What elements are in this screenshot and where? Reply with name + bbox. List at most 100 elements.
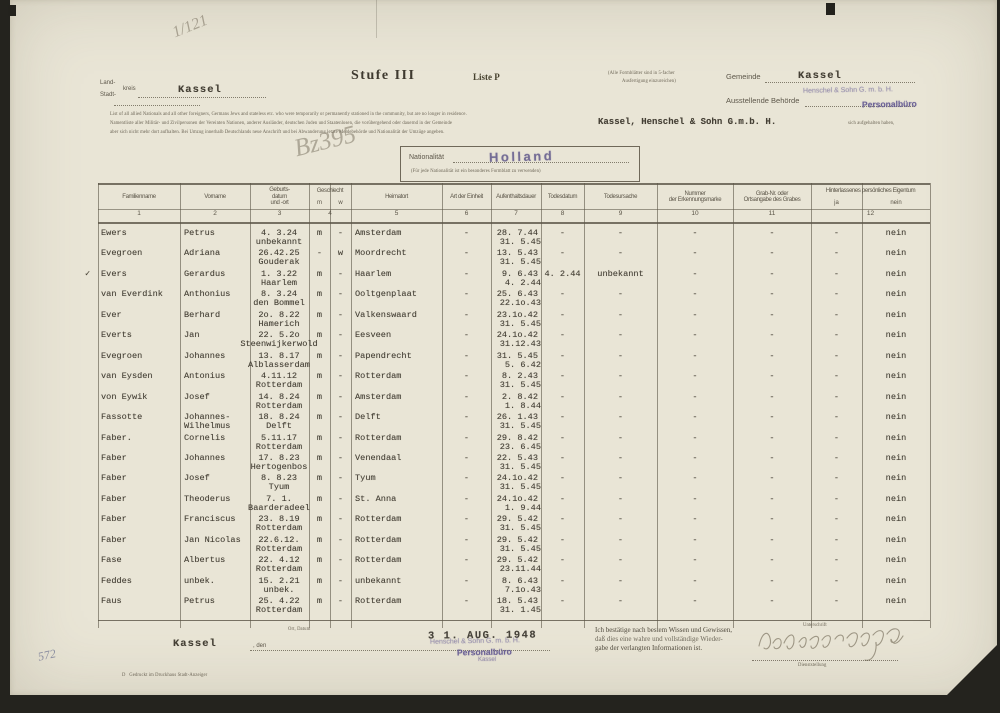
cell-heim: Rotterdam (355, 432, 402, 443)
nationality-value-stamp: Holland (488, 148, 555, 165)
cell-eja: - (833, 330, 840, 341)
intro-line2: Namentliste aller Militär- und Zivilpers… (110, 120, 453, 126)
cell-fam: Faus (101, 596, 122, 607)
table-row: Fassotte Johannes- Wilhelmus 18. 8.24 Delft m… (98, 413, 930, 434)
cell-stay1: 31. 5.45 (496, 350, 538, 361)
cell-grab: - (769, 289, 775, 300)
cell-stay2: 31. 5.45 (499, 237, 541, 247)
cell-stay2: 23. 6.45 (499, 441, 541, 452)
cell-grab: - (769, 228, 775, 238)
grid-vline (250, 183, 251, 628)
column-number: 3 (277, 210, 282, 217)
cell-enein: nein (885, 555, 907, 566)
cell-turs: - (617, 391, 624, 402)
cell-m: m (316, 452, 323, 463)
table-bottom-border (98, 620, 930, 621)
cell-fam: von Eywik (101, 391, 148, 402)
gemeinde-label: Gemeinde (726, 72, 761, 81)
cell-tdat: - (559, 452, 566, 463)
cell-marke: - (692, 228, 698, 238)
stufe-title: Stufe III (351, 68, 416, 83)
cell-vor: Johannes (184, 452, 226, 463)
cell-tdat: - (559, 412, 566, 423)
table-top-border (98, 183, 930, 185)
cell-vor: Petrus (184, 596, 215, 607)
signature (755, 616, 905, 671)
cell-grab: - (769, 432, 775, 443)
gemeinde-value: Kassel (798, 70, 842, 82)
kreis-label-land: Land- (100, 80, 116, 86)
cell-w: - (337, 228, 344, 238)
cell-fam: Fase (101, 555, 122, 566)
table-row: Feddes unbek. 15. 2.21 unbek. m - unbekannt -8.… (98, 575, 930, 598)
cell-marke: - (692, 514, 698, 525)
cell-bplace: Tyum (268, 482, 290, 493)
cell-w: - (337, 289, 344, 300)
cell-fam: Everts (101, 330, 132, 341)
cell-einh: - (463, 248, 470, 259)
cell-turs: - (617, 309, 624, 320)
cell-w: - (337, 514, 344, 525)
cell-turs: - (617, 350, 624, 361)
cell-vor: Jan (184, 330, 200, 341)
date-dotted-line (250, 641, 550, 651)
cell-eja: - (833, 391, 840, 402)
cell-vor: Gerardus (184, 268, 226, 279)
cell-bdate: 26.42.25 (258, 248, 300, 259)
column-label: Hinterlassenes persönliches Eigentum (825, 187, 916, 194)
table-row: Faber Josef 8. 8.23 Tyum m - Tyum -24.1o.42 31. … (98, 474, 930, 495)
column-sublabel-m: m (317, 200, 322, 206)
cell-enein: nein (885, 493, 907, 504)
cell-grab: - (769, 473, 775, 484)
cell-m: m (316, 575, 323, 586)
cell-marke: - (692, 371, 698, 382)
cell-grab: - (769, 330, 775, 341)
cell-grab: - (769, 371, 775, 382)
table-row: Everts Jan 22. 5.2o Steenwijkerwold m - Eesvee… (98, 331, 930, 352)
cell-bplace: Steenwijkerwold (240, 339, 318, 350)
cell-eja: - (833, 514, 840, 525)
cell-stay2: 31. 5.45 (499, 543, 541, 554)
column-header-5: Heimatort 5 (351, 183, 442, 222)
cell-einh: - (463, 452, 470, 463)
cell-turs: - (617, 534, 624, 545)
table-row: Faber. Cornelis 5.11.17 Rotterdam m - Rotterda… (98, 432, 930, 455)
cell-eja: - (833, 268, 840, 279)
cell-bdate: 7. 1. (266, 493, 292, 504)
cell-fam: Evegroen (101, 248, 143, 259)
cell-w: - (337, 555, 344, 566)
cell-turs: - (617, 228, 624, 238)
cell-fam: Faber (101, 452, 127, 463)
table-row: Faber Johannes 17. 8.23 Hertogenbos m - Venend… (98, 452, 930, 475)
cell-m: m (316, 514, 323, 525)
table-row: Evegroen Johannes 13. 8.17 Alblasserdam m - Pa… (98, 350, 930, 373)
cell-grab: - (769, 309, 775, 320)
cell-heim: Rotterdam (355, 371, 402, 382)
cell-fam: Ewers (101, 228, 127, 238)
cell-grab: - (769, 268, 775, 279)
cell-tdat: - (559, 514, 566, 525)
column-label: Familienname (122, 193, 156, 200)
cell-turs: - (617, 432, 624, 443)
cell-turs: - (617, 514, 624, 525)
cell-eja: - (833, 555, 840, 566)
cell-enein: nein (885, 412, 907, 423)
cell-bplace: Hamerich (258, 318, 300, 329)
cell-fam: van Everdink (101, 289, 163, 300)
cell-w: - (337, 350, 344, 361)
cell-bdate: 8. 8.23 (260, 473, 298, 484)
kreis-value: Kassel (178, 84, 222, 96)
pencil-note: Bz395 (291, 120, 359, 163)
cell-marke: - (692, 452, 698, 463)
cell-turs: - (617, 473, 624, 484)
cell-einh: - (463, 514, 470, 525)
table-row: Fase Albertus 22. 4.12 Rotterdam m - Rotterdam… (98, 556, 930, 577)
cell-bdate: 4. 3.24 (260, 228, 298, 238)
copies-note-line1: (Alle Formblätter sind in 5-facher (608, 70, 675, 76)
column-label: Heimatort (385, 193, 408, 200)
cell-stay1: 28. 7.44 (496, 228, 538, 238)
cell-bdate: 5.11.17 (260, 432, 298, 443)
cell-bdate: 17. 8.23 (258, 452, 300, 463)
cell-einh: - (463, 228, 470, 238)
cell-heim: Haarlem (355, 268, 392, 279)
